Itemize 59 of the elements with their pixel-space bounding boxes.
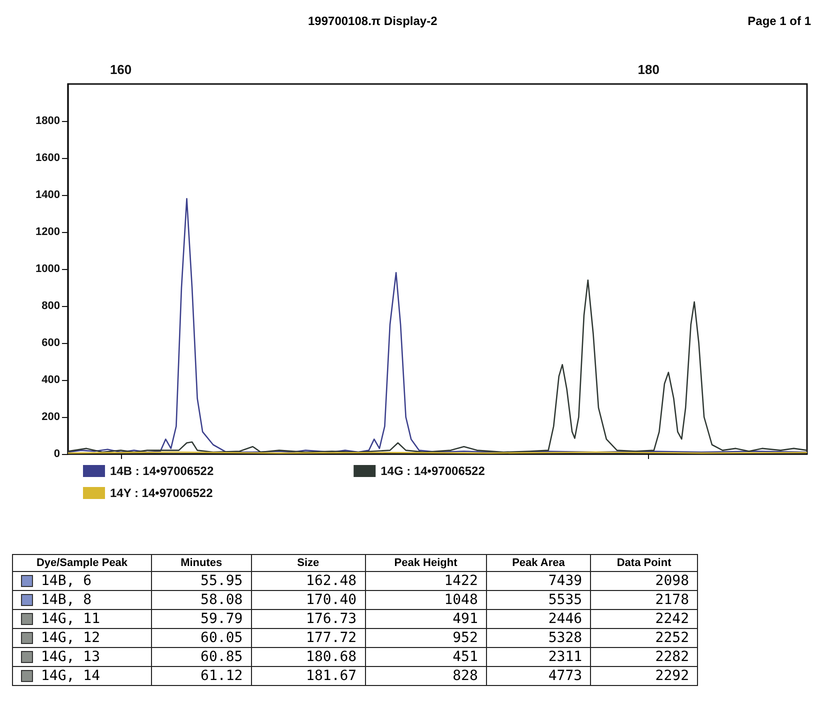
y-tick-label: 1800 xyxy=(36,115,60,127)
category-label: Peak Height xyxy=(365,554,486,572)
category-label: Peak Area xyxy=(486,554,591,572)
text: 2242 xyxy=(590,610,698,628)
text: 176.73 xyxy=(251,610,366,628)
text: 2252 xyxy=(590,628,698,648)
y-tick-label: 800 xyxy=(42,300,60,312)
text: 451 xyxy=(365,648,486,666)
text: 59.79 xyxy=(152,610,252,628)
category-label: Dye/Sample Peak xyxy=(12,554,152,572)
text: 4773 xyxy=(486,666,591,686)
legend-label: 14G : 14•97006522 xyxy=(380,464,486,478)
text: 177.72 xyxy=(251,628,366,648)
y-tick-label: 200 xyxy=(42,411,60,423)
text: 1048 xyxy=(365,590,486,610)
y-tick-label: 600 xyxy=(42,337,60,349)
text: 162.48 xyxy=(251,572,366,590)
text: 14B, 6 xyxy=(12,572,152,590)
y-tick-label: 400 xyxy=(42,374,60,386)
y-tick-label: 1600 xyxy=(36,152,60,164)
text: 60.05 xyxy=(152,628,252,648)
legend-label: 14Y : 14•97006522 xyxy=(110,486,214,500)
legend-label: 14B : 14•97006522 xyxy=(110,464,214,478)
text: 14G, 14 xyxy=(12,666,152,686)
text: 60.85 xyxy=(152,648,252,666)
text: 2292 xyxy=(590,666,698,686)
text: 2282 xyxy=(590,648,698,666)
text: 61.12 xyxy=(152,666,252,686)
text: 491 xyxy=(365,610,486,628)
text: 14G, 11 xyxy=(12,610,152,628)
category-label: Size xyxy=(251,554,366,572)
text: 58.08 xyxy=(152,590,252,610)
text: 2311 xyxy=(486,648,591,666)
text: 181.67 xyxy=(251,666,366,686)
text: 828 xyxy=(365,666,486,686)
text: 55.95 xyxy=(152,572,252,590)
y-tick-label: 0 xyxy=(54,448,60,460)
category-label: Data Point xyxy=(590,554,698,572)
text: 170.40 xyxy=(251,590,366,610)
text: 2098 xyxy=(590,572,698,590)
y-tick-label: 1200 xyxy=(36,226,60,238)
y-tick-label: 1000 xyxy=(36,263,60,275)
text: 952 xyxy=(365,628,486,648)
category-label: Minutes xyxy=(152,554,252,572)
text: 14B, 8 xyxy=(12,590,152,610)
text: 199700108.π Display-2 xyxy=(308,14,438,30)
text: 5535 xyxy=(486,590,591,610)
text: 7439 xyxy=(486,572,591,590)
text: 1422 xyxy=(365,572,486,590)
text: 14G, 12 xyxy=(12,628,152,648)
text: 2446 xyxy=(486,610,591,628)
x-tick-label: 180 xyxy=(638,62,660,77)
text: 2178 xyxy=(590,590,698,610)
text: 180.68 xyxy=(251,648,366,666)
text: 5328 xyxy=(486,628,591,648)
y-tick-label: 1400 xyxy=(36,189,60,201)
text: 14G, 13 xyxy=(12,648,152,666)
x-tick-label: 160 xyxy=(110,62,132,77)
text: Page 1 of 1 xyxy=(748,14,811,30)
